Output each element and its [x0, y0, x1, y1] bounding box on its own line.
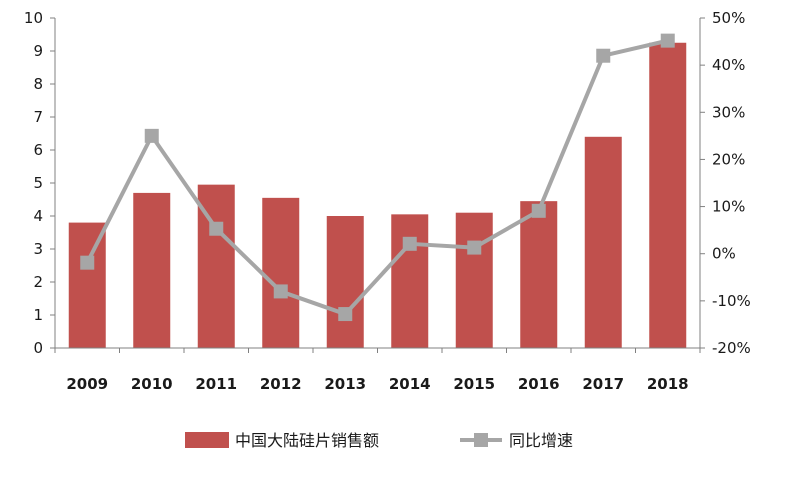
line-point: [273, 284, 288, 299]
legend: 中国大陆硅片销售额 同比增速: [185, 431, 573, 450]
right-tick-label: 10%: [712, 198, 745, 216]
right-tick-label: 20%: [712, 150, 745, 168]
right-axis-ticks: -20% -10% 0% 10% 20% 30% 40% 50%: [700, 9, 751, 357]
left-tick-label: 2: [33, 273, 43, 291]
left-tick-label: 4: [33, 207, 43, 225]
left-tick-label: 8: [33, 75, 43, 93]
x-tick-label: 2018: [647, 375, 689, 393]
x-tick-label: 2014: [389, 375, 431, 393]
right-tick-label: 50%: [712, 9, 745, 27]
x-tick-label: 2015: [453, 375, 495, 393]
line-point: [660, 33, 675, 48]
right-tick-label: 30%: [712, 103, 745, 121]
right-tick-label: -20%: [712, 339, 751, 357]
growth-line: [85, 38, 669, 317]
bar-series: [68, 42, 687, 348]
legend-line-marker: [474, 433, 488, 447]
line-point: [144, 128, 159, 143]
line-point: [531, 203, 546, 218]
bar: [326, 216, 364, 348]
left-tick-label: 3: [33, 240, 43, 258]
line-point: [80, 255, 95, 270]
left-tick-label: 6: [33, 141, 43, 159]
x-tick-label: 2016: [518, 375, 560, 393]
line-point: [338, 307, 353, 322]
x-tick-label: 2010: [131, 375, 173, 393]
x-tick-label: 2013: [324, 375, 366, 393]
x-tick-label: 2017: [582, 375, 624, 393]
line-point: [209, 221, 224, 236]
bar: [520, 201, 558, 348]
right-tick-label: -10%: [712, 292, 751, 310]
bar: [262, 197, 300, 348]
left-tick-label: 0: [33, 339, 43, 357]
left-tick-label: 9: [33, 42, 43, 60]
left-tick-label: 5: [33, 174, 43, 192]
x-tick-label: 2011: [195, 375, 237, 393]
bar: [68, 222, 106, 348]
left-tick-label: 7: [33, 108, 43, 126]
x-tick-label: 2012: [260, 375, 302, 393]
x-tick-label: 2009: [66, 375, 108, 393]
left-tick-label: 10: [24, 9, 43, 27]
line-point: [467, 240, 482, 255]
left-tick-label: 1: [33, 306, 43, 324]
legend-line-label: 同比增速: [509, 431, 573, 450]
bar: [455, 212, 493, 348]
legend-bar-swatch: [185, 432, 229, 448]
bar: [391, 214, 429, 348]
right-tick-label: 40%: [712, 56, 745, 74]
bar: [584, 136, 622, 348]
line-point: [402, 236, 417, 251]
x-axis-ticks: 2009 2010 2011 2012 2013 2014 2015 2016 2017 2018: [54, 348, 701, 393]
right-tick-label: 0%: [712, 245, 736, 263]
line-point: [596, 48, 611, 63]
left-axis-ticks: 0 1 2 3 4 5 6 7 8 9 10: [24, 9, 55, 357]
bar: [649, 42, 687, 348]
axes: 0 1 2 3 4 5 6 7 8 9 10 -20% -10% 0% 10% 20% 30% 40% 50% 2…: [24, 9, 751, 393]
bar: [133, 192, 171, 348]
legend-bar-label: 中国大陆硅片销售额: [235, 431, 379, 450]
line-series: [80, 33, 675, 322]
